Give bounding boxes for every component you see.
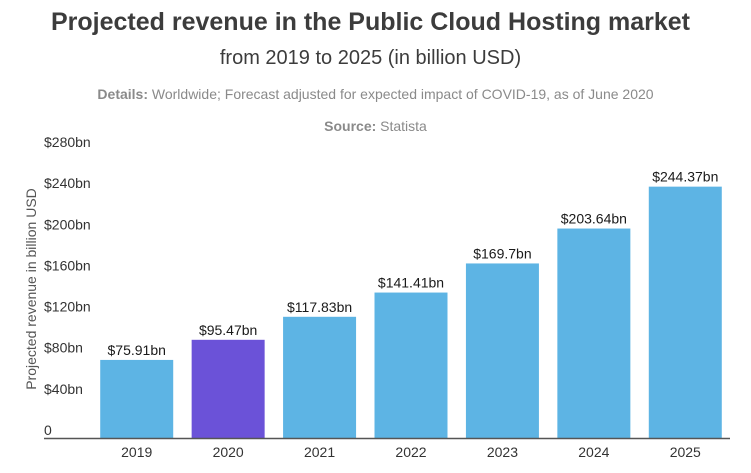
y-tick-label: 0: [44, 422, 52, 438]
y-tick-label: $240bn: [44, 175, 91, 191]
value-label-2023: $169.7bn: [473, 245, 531, 261]
y-axis-title: Projected revenue in billion USD: [23, 188, 39, 390]
x-tick-label-2024: 2024: [578, 444, 609, 460]
chart-subtitle: from 2019 to 2025 (in billion USD): [219, 47, 522, 69]
value-label-2024: $203.64bn: [561, 211, 627, 227]
y-tick-label: $200bn: [44, 216, 91, 232]
chart-details: Details: Worldwide; Forecast adjusted fo…: [0, 86, 751, 102]
x-axis-ticks: 2019 2020 2021 2022 2023 2024 2025: [121, 444, 701, 460]
source-text: Statista: [376, 118, 427, 134]
bar-2020[interactable]: [191, 339, 265, 438]
y-tick-label: $280bn: [44, 134, 91, 150]
value-label-2025: $244.37bn: [652, 169, 718, 185]
value-label-2019: $75.91bn: [108, 342, 166, 358]
bar-2021[interactable]: [283, 316, 357, 438]
bar-2025[interactable]: [648, 186, 722, 438]
details-text: Worldwide; Forecast adjusted for expecte…: [148, 86, 654, 102]
y-tick-label: $160bn: [44, 257, 91, 273]
chart-source: Source: Statista: [0, 118, 751, 134]
x-tick-label-2025: 2025: [670, 444, 701, 460]
value-label-2021: $117.83bn: [287, 299, 352, 315]
bar-2023[interactable]: [465, 263, 539, 438]
value-labels: $75.91bn $95.47bn $117.83bn $141.41bn $169.7…: [108, 169, 719, 358]
chart-title: Projected revenue in the Public Cloud Ho…: [50, 8, 690, 36]
y-axis-ticks: 0 $40bn $80bn $120bn $160bn $200bn $240bn $280b…: [44, 134, 91, 438]
x-tick-label-2021: 2021: [304, 444, 335, 460]
bar-2022[interactable]: [374, 292, 448, 438]
bars: [100, 186, 722, 438]
x-tick-label-2019: 2019: [121, 444, 152, 460]
x-tick-label-2022: 2022: [395, 444, 426, 460]
bar-2019[interactable]: [100, 359, 174, 438]
y-tick-label: $120bn: [44, 299, 91, 315]
y-tick-label: $80bn: [44, 340, 83, 356]
y-tick-label: $40bn: [44, 381, 83, 397]
x-tick-label-2020: 2020: [213, 444, 244, 460]
value-label-2020: $95.47bn: [199, 322, 257, 338]
x-tick-label-2023: 2023: [487, 444, 518, 460]
bar-2024[interactable]: [557, 228, 631, 438]
value-label-2022: $141.41bn: [378, 275, 444, 291]
details-label: Details:: [97, 86, 148, 102]
source-label: Source:: [324, 118, 377, 134]
